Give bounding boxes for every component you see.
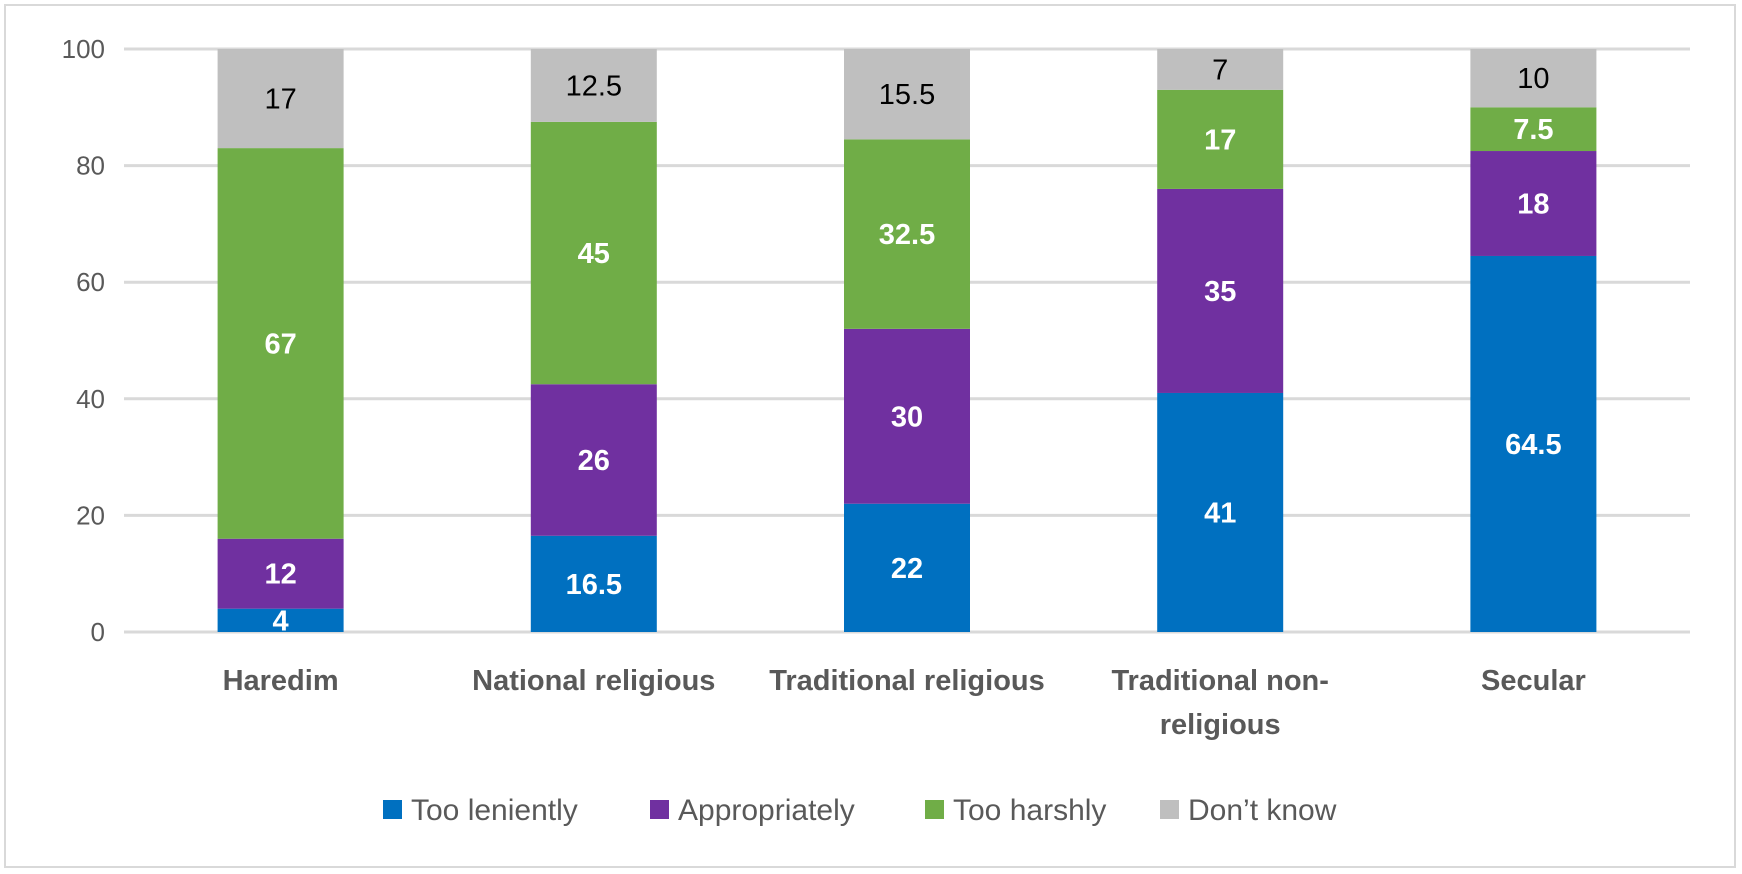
category-label: Traditional religious <box>769 665 1045 697</box>
bars <box>217 49 1597 632</box>
bar-segment <box>1470 255 1597 632</box>
category-label: religious <box>1160 709 1281 741</box>
bar-segment <box>217 148 344 539</box>
data-label: 10 <box>1517 63 1549 95</box>
bar-segment <box>1157 49 1284 90</box>
x-axis-categories: Haredim National religious Traditional rel… <box>223 665 1586 741</box>
category-label: National religious <box>472 665 715 697</box>
legend-label: Too harshly <box>953 794 1106 827</box>
data-label: 16.5 <box>566 569 622 601</box>
data-label: 35 <box>1204 276 1236 308</box>
bar-segment <box>217 608 344 632</box>
bar-segment <box>530 535 657 632</box>
legend: Too leniently Appropriately Too harshly Don… <box>383 794 1337 827</box>
data-label: 17 <box>264 84 296 116</box>
data-label: 26 <box>578 445 610 477</box>
y-tick-label: 60 <box>76 267 105 297</box>
y-tick-label: 40 <box>76 384 105 414</box>
data-label: 15.5 <box>879 79 935 111</box>
bar-segment <box>217 538 344 609</box>
bar-segment <box>844 49 970 140</box>
data-label: 41 <box>1204 497 1236 529</box>
bar-segment <box>217 49 344 149</box>
bar-segment <box>530 121 657 385</box>
bar-segment <box>1157 89 1284 189</box>
bar-segment <box>530 49 657 122</box>
bar-segment <box>844 328 970 504</box>
data-label: 22 <box>891 553 923 585</box>
legend-item: Too leniently <box>383 794 578 827</box>
legend-swatch <box>650 800 669 819</box>
category-label: Secular <box>1481 665 1586 697</box>
bar-segment <box>1157 392 1284 632</box>
data-label: 30 <box>891 401 923 433</box>
y-tick-label: 0 <box>91 617 105 647</box>
bar-segment <box>1470 49 1597 108</box>
data-label: 18 <box>1517 188 1549 220</box>
data-label: 17 <box>1204 124 1236 156</box>
legend-label: Appropriately <box>678 794 855 827</box>
legend-label: Don’t know <box>1188 794 1337 827</box>
bar-segment <box>530 384 657 536</box>
legend-swatch <box>1160 800 1179 819</box>
legend-swatch <box>925 800 944 819</box>
data-label: 67 <box>264 328 296 360</box>
legend-label: Too leniently <box>411 794 578 827</box>
legend-swatch <box>383 800 402 819</box>
y-axis-ticks: 0 20 40 60 80 100 <box>62 34 105 647</box>
legend-item: Don’t know <box>1160 794 1337 827</box>
bar-segment <box>1157 188 1284 393</box>
bar-segment <box>844 503 970 632</box>
bar-segment <box>1470 107 1597 152</box>
data-label: 12 <box>264 559 296 591</box>
y-tick-label: 80 <box>76 151 105 181</box>
data-labels: 4 12 67 17 16.5 26 45 12.5 22 30 32.5 15.5 41 35 17 7 64… <box>264 54 1561 637</box>
category-label: Traditional non- <box>1111 665 1329 697</box>
data-label: 4 <box>273 605 289 637</box>
category-label: Haredim <box>223 665 339 697</box>
data-label: 32.5 <box>879 219 935 251</box>
legend-item: Appropriately <box>650 794 855 827</box>
data-label: 64.5 <box>1505 429 1561 461</box>
legend-item: Too harshly <box>925 794 1106 827</box>
data-label: 45 <box>578 238 610 270</box>
bar-segment <box>1470 151 1597 256</box>
data-label: 7.5 <box>1513 114 1553 146</box>
y-tick-label: 100 <box>62 34 105 64</box>
data-label: 12.5 <box>566 70 622 102</box>
y-tick-label: 20 <box>76 500 105 530</box>
bar-segment <box>844 139 970 329</box>
data-label: 7 <box>1212 54 1228 86</box>
